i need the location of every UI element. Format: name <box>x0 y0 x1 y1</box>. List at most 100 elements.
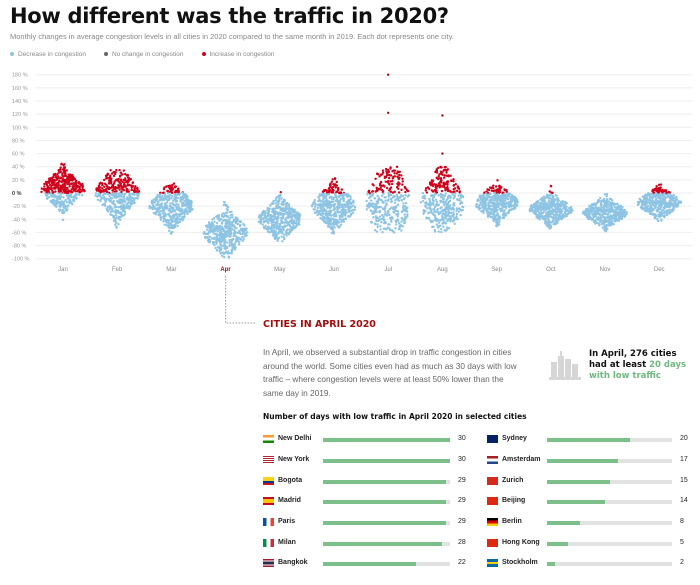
city-dot <box>322 203 326 206</box>
city-dot <box>266 206 269 210</box>
city-dot <box>659 194 662 197</box>
city-dot <box>376 194 379 198</box>
city-dot <box>458 208 462 211</box>
city-dot <box>495 191 498 194</box>
city-dot <box>121 200 124 203</box>
city-dot <box>186 203 189 207</box>
city-dot <box>387 182 391 185</box>
city-dot <box>137 190 141 193</box>
city-dot <box>298 217 301 221</box>
city-dot <box>123 213 127 216</box>
city-dot <box>232 224 236 228</box>
city-dot <box>447 207 451 210</box>
city-dot <box>333 177 337 180</box>
city-dot <box>592 208 595 211</box>
city-dot <box>231 216 234 219</box>
city-dot <box>63 204 66 208</box>
city-dot <box>390 182 394 186</box>
city-dot <box>382 218 385 222</box>
flag-icon <box>263 518 274 526</box>
city-dot <box>174 222 178 225</box>
city-dot <box>492 213 495 216</box>
city-dot <box>107 192 110 196</box>
city-dot <box>320 209 323 212</box>
city-dot <box>54 190 57 193</box>
city-dot <box>277 236 281 240</box>
city-dot <box>111 210 114 213</box>
city-dot <box>56 184 60 187</box>
city-dot <box>606 205 610 208</box>
city-dot <box>669 195 672 198</box>
city-dot <box>484 192 488 195</box>
city-dot <box>319 216 322 220</box>
city-dot <box>445 181 448 184</box>
city-dot <box>456 186 460 189</box>
flag-icon <box>263 477 274 485</box>
city-dot <box>213 232 216 236</box>
city-dot <box>386 226 389 229</box>
city-dot <box>637 201 640 204</box>
city-dot <box>479 207 482 210</box>
city-dot <box>188 210 192 214</box>
city-dot <box>652 213 655 216</box>
city-name: Madrid <box>278 497 301 504</box>
city-dot <box>278 196 281 199</box>
city-dot <box>79 183 83 187</box>
city-dot <box>668 191 671 194</box>
city-dot <box>106 210 110 213</box>
city-dot <box>179 196 183 199</box>
city-dot <box>168 207 172 210</box>
city-dot <box>122 178 125 182</box>
city-dot <box>549 197 552 200</box>
city-dot <box>668 208 671 212</box>
x-tick-label: Jun <box>329 267 339 273</box>
city-dot <box>110 185 114 189</box>
city-dot <box>431 225 435 228</box>
city-dot <box>334 193 337 197</box>
city-dot <box>176 216 179 220</box>
city-dot <box>649 205 653 209</box>
city-dot <box>382 201 385 204</box>
bar-fill <box>323 521 446 525</box>
city-dot <box>371 190 375 193</box>
city-dot <box>234 246 237 249</box>
city-dot <box>236 222 240 226</box>
city-dot <box>185 201 189 204</box>
city-dot <box>226 221 229 224</box>
city-dot <box>285 221 288 224</box>
city-dot <box>170 221 173 224</box>
city-dot <box>122 208 125 211</box>
city-dot <box>345 211 348 214</box>
city-dot <box>647 192 650 195</box>
city-dot <box>226 206 229 209</box>
city-dot <box>479 194 483 198</box>
city-dot <box>375 188 379 192</box>
y-tick-label: 180 % <box>12 73 28 79</box>
city-dot <box>389 193 393 196</box>
city-dot <box>348 215 351 218</box>
city-dot <box>388 213 391 217</box>
city-dot <box>445 198 449 201</box>
city-dot <box>222 239 225 242</box>
city-name: Paris <box>278 518 296 525</box>
city-dot <box>262 209 265 213</box>
city-dot <box>283 236 286 240</box>
city-dot <box>605 223 609 227</box>
city-dot <box>219 243 222 246</box>
city-dot <box>133 193 136 196</box>
city-dot <box>374 206 378 210</box>
bar-track <box>323 480 450 484</box>
city-dot <box>119 215 122 219</box>
city-dot <box>653 201 657 205</box>
city-dot <box>117 201 120 204</box>
city-dot <box>120 173 124 176</box>
city-dot <box>70 176 74 179</box>
city-dot <box>168 186 171 189</box>
city-dot <box>225 250 228 253</box>
city-dot <box>133 187 136 191</box>
city-dot <box>72 185 75 189</box>
city-dot <box>125 204 128 207</box>
city-dot <box>652 188 656 192</box>
city-dot <box>275 225 279 228</box>
